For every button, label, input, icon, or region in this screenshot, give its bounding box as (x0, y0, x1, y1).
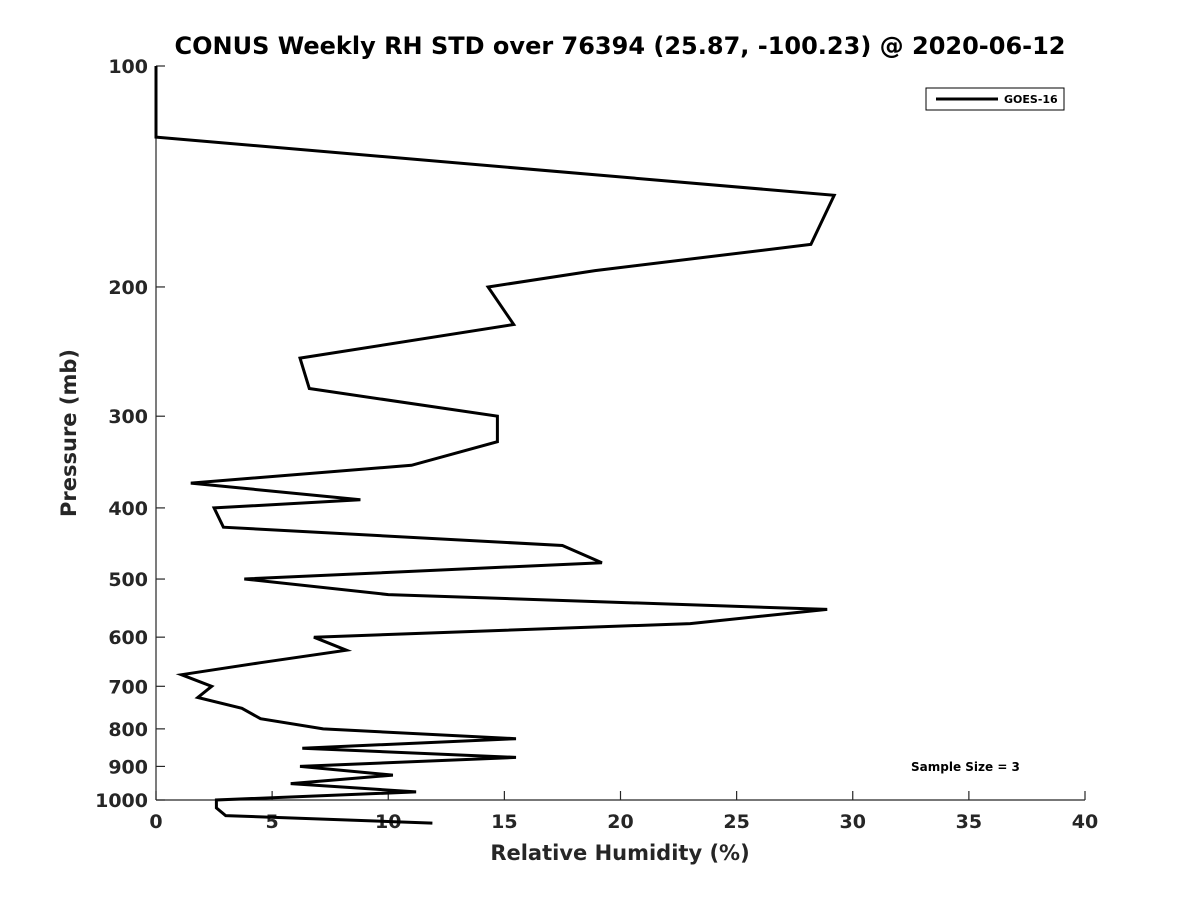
series-line-goes-16 (154, 66, 837, 825)
chart-title: CONUS Weekly RH STD over 76394 (25.87, -… (174, 32, 1065, 60)
x-tick-label: 25 (723, 811, 749, 833)
y-tick-label: 600 (108, 627, 148, 649)
x-tick-label: 15 (491, 811, 517, 833)
series-layer (154, 66, 837, 825)
y-tick-label: 700 (108, 676, 148, 698)
y-axis-label: Pressure (mb) (57, 349, 81, 517)
x-axis-label: Relative Humidity (%) (490, 841, 749, 865)
y-tick-label: 100 (108, 56, 148, 78)
y-tick-label: 400 (108, 498, 148, 520)
y-tick-label: 900 (108, 756, 148, 778)
tick-labels: 0 5 10 15 20 25 30 35 40100200300400500600700800… (95, 56, 1098, 833)
y-tick-label: 800 (108, 719, 148, 741)
y-tick-label: 300 (108, 406, 148, 428)
y-tick-label: 200 (108, 277, 148, 299)
x-tick-label: 40 (1072, 811, 1098, 833)
sample-size-annotation: Sample Size = 3 (911, 760, 1020, 774)
y-tick-label: 1000 (95, 790, 148, 812)
x-tick-label: 0 (149, 811, 162, 833)
x-tick-label: 20 (607, 811, 633, 833)
legend: GOES-16 (925, 87, 1065, 111)
x-tick-label: 5 (266, 811, 279, 833)
legend-label-goes-16: GOES-16 (1004, 93, 1058, 106)
x-tick-label: 30 (840, 811, 866, 833)
y-tick-label: 500 (108, 569, 148, 591)
x-tick-label: 35 (956, 811, 982, 833)
